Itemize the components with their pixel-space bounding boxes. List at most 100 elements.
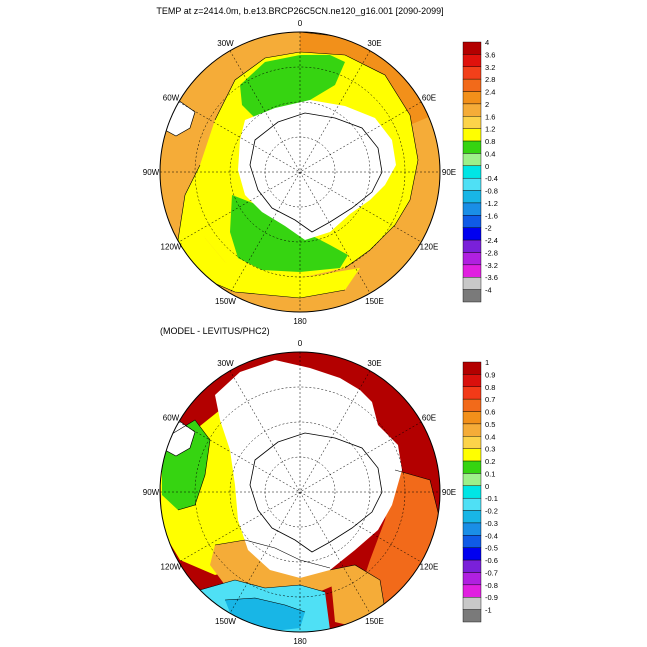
longitude-label: 60E: [422, 94, 436, 103]
colorbar-swatch: [462, 547, 482, 561]
colorbar-swatch: [462, 177, 482, 191]
longitude-label: 120W: [161, 243, 182, 252]
colorbar-label: -0.3: [485, 519, 498, 528]
colorbar-label: -0.5: [485, 544, 498, 553]
top-longitude-labels: 0 30E 60E 90E 120E 150E 180 150W 120W 90W 60W 30W: [143, 19, 456, 326]
colorbar-swatch: [462, 510, 482, 524]
colorbar-swatch: [462, 252, 482, 266]
colorbar-swatch: [462, 215, 482, 228]
colorbar-label: 0.7: [485, 395, 495, 404]
colorbar-swatch: [462, 448, 482, 462]
colorbar-swatch: [462, 485, 482, 499]
colorbar-swatch: [462, 597, 482, 610]
bottom-map: [159, 351, 441, 633]
colorbar-swatch: [462, 277, 482, 290]
colorbar-label: 3.2: [485, 63, 495, 72]
colorbar-swatch: [462, 128, 482, 142]
longitude-label: 30E: [367, 39, 381, 48]
colorbar-swatch: [462, 190, 482, 204]
colorbar-swatch: [462, 66, 482, 80]
colorbar-swatch: [462, 361, 482, 375]
longitude-label: 180: [293, 317, 307, 326]
colorbar-swatch: [462, 116, 482, 129]
top-map: [159, 31, 441, 313]
longitude-label: 90W: [143, 168, 160, 177]
bottom-panel-title: (MODEL - LEVITUS/PHC2): [160, 326, 270, 336]
colorbar-label: 0.4: [485, 149, 495, 158]
longitude-label: 60E: [422, 414, 436, 423]
colorbar-swatch: [462, 398, 482, 412]
longitude-label: 180: [293, 637, 307, 646]
colorbar-label: -0.8: [485, 187, 498, 196]
colorbar-label: 0.4: [485, 432, 495, 441]
top-ocean-yellow-west: [178, 165, 360, 298]
bottom-contour-lines: [161, 419, 440, 613]
colorbar-swatch: [462, 41, 482, 55]
colorbar-swatch: [462, 386, 482, 400]
top-colorbar: 4 3.6 3.2 2.8 2.4 2 1.6 1.2 0.8 0.4 0 -0.4 -0.8 -1.2 -…: [462, 38, 498, 303]
colorbar-label: 2: [485, 100, 489, 109]
bottom-graticule: [160, 352, 440, 632]
longitude-label: 0: [298, 19, 303, 28]
colorbar-swatch: [462, 54, 482, 67]
top-panel-title: TEMP at z=2414.0m, b.e13.BRCP26C5CN.ne12…: [156, 6, 443, 16]
colorbar-label: -0.2: [485, 507, 498, 516]
colorbar-label: 0.8: [485, 383, 495, 392]
colorbar-swatch: [462, 153, 482, 167]
colorbar-swatch: [462, 411, 482, 425]
colorbar-label: 2.4: [485, 88, 495, 97]
colorbar-swatch: [462, 473, 482, 487]
colorbar-swatch: [462, 78, 482, 92]
colorbar-label: 1: [485, 358, 489, 367]
colorbar-label: 0.5: [485, 420, 495, 429]
top-panel: TEMP at z=2414.0m, b.e13.BRCP26C5CN.ne12…: [143, 6, 498, 326]
colorbar-swatch: [462, 522, 482, 536]
colorbar-label: 3.6: [485, 50, 495, 59]
longitude-label: 90E: [442, 488, 456, 497]
colorbar-swatch: [462, 572, 482, 586]
colorbar-label: -1.2: [485, 199, 498, 208]
colorbar-swatch: [462, 584, 482, 598]
colorbar-label: 0.8: [485, 137, 495, 146]
colorbar-swatch: [462, 140, 482, 154]
colorbar-label: 0.3: [485, 445, 495, 454]
bottom-longitude-labels: 0 30E 60E 90E 120E 150E 180 150W 120W 90W 60W 30W: [143, 339, 456, 646]
colorbar-swatch: [462, 227, 482, 241]
longitude-label: 60W: [163, 94, 180, 103]
longitude-label: 150W: [215, 297, 236, 306]
colorbar-label: -0.4: [485, 174, 498, 183]
longitude-label: 120E: [420, 243, 439, 252]
colorbar-label: -3.6: [485, 273, 498, 282]
colorbar-label: 1.2: [485, 125, 495, 134]
colorbar-label: 4: [485, 38, 489, 47]
bottom-map-border: [159, 351, 441, 633]
longitude-label: 30E: [367, 359, 381, 368]
colorbar-swatch: [462, 239, 482, 253]
colorbar-swatch: [462, 165, 482, 179]
top-ocean-green-pacific: [230, 195, 348, 272]
colorbar-label: -0.7: [485, 568, 498, 577]
colorbar-label: 1.6: [485, 112, 495, 121]
colorbar-label: -0.1: [485, 494, 498, 503]
colorbar-label: -0.9: [485, 593, 498, 602]
colorbar-label: 0.6: [485, 408, 495, 417]
colorbar-swatch: [462, 264, 482, 278]
colorbar-swatch: [462, 202, 482, 216]
longitude-label: 0: [298, 339, 303, 348]
longitude-label: 30W: [217, 359, 234, 368]
top-ocean-green-atlantic: [240, 55, 345, 118]
longitude-label: 120E: [420, 563, 439, 572]
colorbar-label: -4: [485, 286, 492, 295]
colorbar-swatch: [462, 460, 482, 474]
colorbar-label: -0.4: [485, 531, 498, 540]
colorbar-swatch: [462, 103, 482, 117]
colorbar-label: 0: [485, 162, 489, 171]
top-graticule: [160, 32, 440, 312]
colorbar-swatch: [462, 91, 482, 105]
colorbar-label: -0.6: [485, 556, 498, 565]
colorbar-label: 0.9: [485, 370, 495, 379]
longitude-label: 90E: [442, 168, 456, 177]
colorbar-swatch: [462, 609, 482, 623]
colorbar-swatch: [462, 289, 482, 303]
